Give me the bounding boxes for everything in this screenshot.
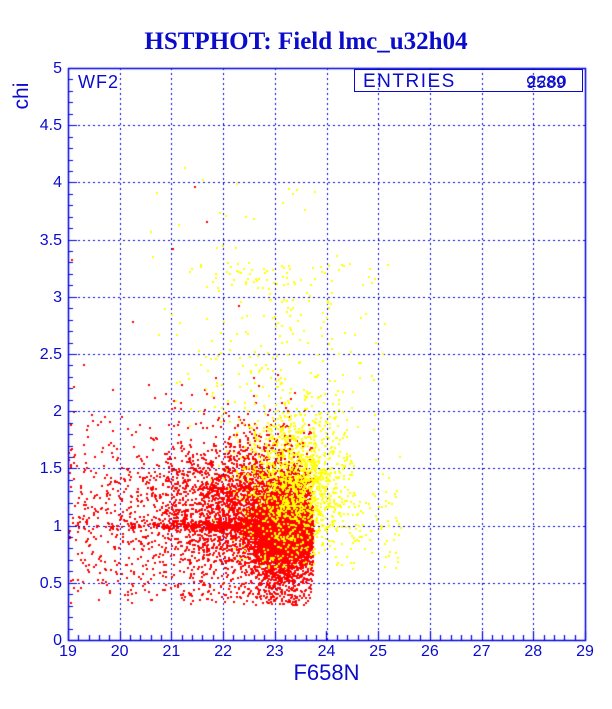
x-axis-label: F658N — [293, 660, 360, 685]
y-tick-label-3: 3 — [53, 288, 62, 306]
x-tick-label-20: 20 — [110, 643, 129, 660]
y-tick-label-2.5: 2.5 — [39, 346, 62, 363]
x-tick-label-22: 22 — [214, 643, 232, 660]
entries-stats-box: ENTRIES 2280 9589 — [354, 69, 583, 92]
y-tick-label-5: 5 — [53, 60, 62, 77]
page-title: HSTPHOT: Field lmc_u32h04 — [144, 28, 468, 55]
y-tick-label-1.5: 1.5 — [39, 460, 62, 478]
x-tick-label-23: 23 — [265, 643, 284, 660]
y-tick-label-1: 1 — [53, 517, 62, 535]
entries-count-1: 2280 — [527, 72, 567, 91]
x-tick-label-26: 26 — [420, 643, 439, 660]
y-tick-label-3.5: 3.5 — [39, 231, 62, 249]
y-tick-label-4: 4 — [53, 174, 62, 192]
entries-count-2: 9589 — [526, 73, 566, 92]
y-tick-label-4.5: 4.5 — [39, 117, 62, 135]
x-tick-label-19: 19 — [59, 643, 77, 660]
chip-label-wf2: WF2 — [78, 72, 119, 92]
entries-label: ENTRIES — [363, 71, 456, 92]
entries-values: 2280 9589 — [507, 72, 567, 92]
x-tick-label-21: 21 — [162, 643, 181, 660]
y-tick-label-2: 2 — [53, 403, 62, 421]
x-tick-label-25: 25 — [369, 643, 388, 660]
y-tick-label-0: 0 — [53, 632, 62, 649]
x-tick-label-28: 28 — [524, 643, 543, 660]
x-tick-label-24: 24 — [317, 643, 336, 660]
y-tick-label-0.5: 0.5 — [39, 574, 62, 592]
x-tick-label-29: 29 — [576, 643, 594, 660]
x-tick-label-27: 27 — [472, 643, 491, 660]
